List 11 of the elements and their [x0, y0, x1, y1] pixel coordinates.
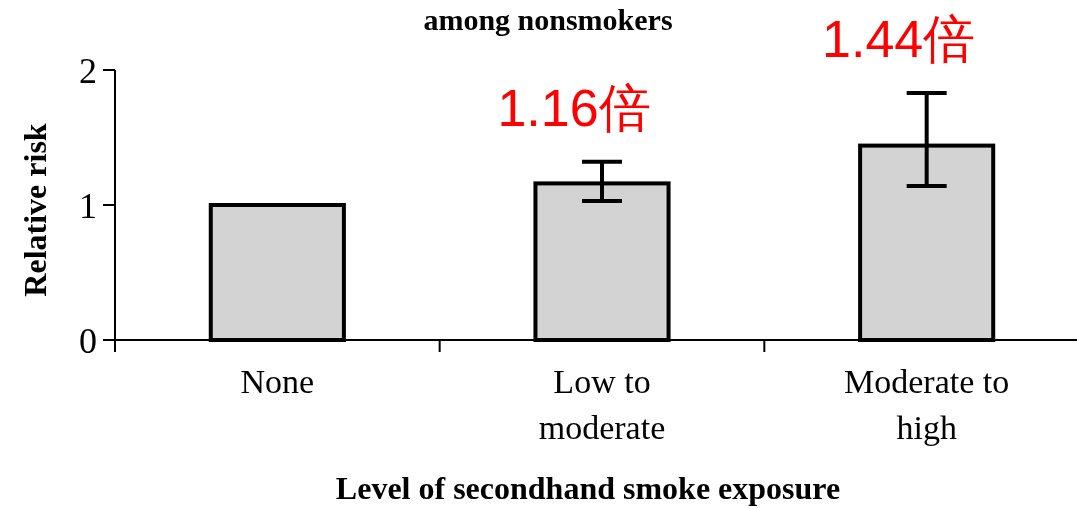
data-label: 1.44倍 — [822, 9, 976, 68]
data-label: 1.16倍 — [497, 78, 651, 137]
y-tick-label: 0 — [79, 320, 97, 361]
x-tick-label: None — [240, 363, 315, 400]
y-axis-title: Relative risk — [17, 123, 53, 297]
y-tick-label: 2 — [79, 50, 97, 91]
chart-title: among nonsmokers — [423, 3, 673, 36]
y-tick-label: 1 — [79, 185, 97, 226]
x-axis-title: Level of secondhand smoke exposure — [335, 470, 841, 506]
x-tick-label: Moderate to high — [844, 363, 1010, 446]
x-tick-label: Low to moderate — [538, 363, 666, 446]
